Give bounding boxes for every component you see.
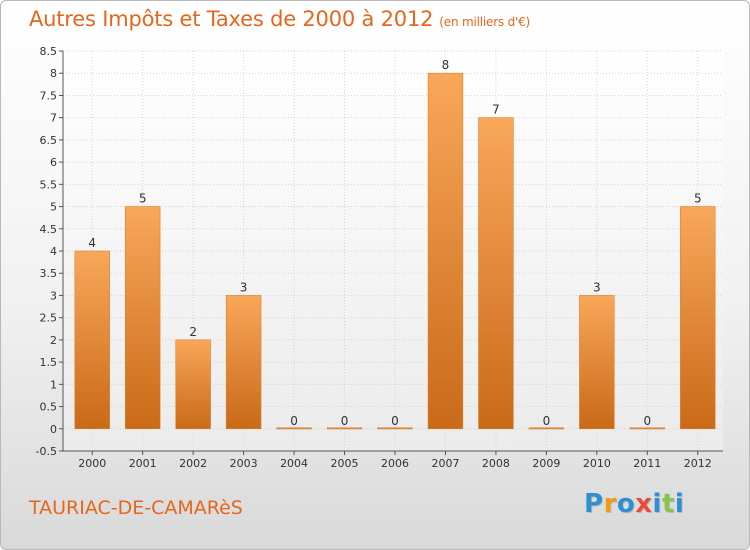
data-label: 0 bbox=[391, 414, 399, 428]
y-tick-label: 0 bbox=[50, 423, 57, 436]
bar bbox=[326, 427, 363, 430]
x-tick-label: 2008 bbox=[482, 457, 510, 470]
data-label: 5 bbox=[694, 192, 702, 206]
grid-lines bbox=[63, 50, 723, 452]
x-tick-label: 2005 bbox=[331, 457, 359, 470]
y-tick-label: 6.5 bbox=[40, 134, 58, 147]
bar bbox=[124, 206, 161, 430]
x-tick-label: 2000 bbox=[78, 457, 106, 470]
x-tick-label: 2004 bbox=[280, 457, 308, 470]
bar bbox=[175, 339, 211, 430]
logo-letter: r bbox=[603, 489, 617, 519]
y-tick-label: 3 bbox=[50, 289, 57, 302]
y-tick-label: 8 bbox=[50, 67, 57, 80]
y-tick-label: 3.5 bbox=[40, 267, 58, 280]
data-label: 7 bbox=[492, 103, 500, 117]
x-tick-label: 2012 bbox=[684, 457, 712, 470]
proxiti-logo: Proxiti bbox=[584, 489, 684, 519]
x-tick-label: 2007 bbox=[431, 457, 459, 470]
y-tick-label: 8.5 bbox=[40, 45, 58, 58]
y-tick-label: 2.5 bbox=[40, 312, 58, 325]
y-tick-label: 1.5 bbox=[40, 356, 58, 369]
y-tick-label: 2 bbox=[50, 334, 57, 347]
x-tick-label: 2003 bbox=[230, 457, 258, 470]
bar bbox=[579, 295, 615, 430]
chart-title-text: Autres Impôts et Taxes de 2000 à 2012 bbox=[29, 7, 434, 31]
bar bbox=[528, 427, 565, 430]
axes: -0.5 0 0.5 1 1.5 2 2.5 3 3.5 4 4.5 5 5.5 6 6.5 7 7.5 8 8.5… bbox=[36, 45, 723, 470]
bar bbox=[377, 427, 413, 430]
x-tick-label: 2011 bbox=[633, 457, 661, 470]
data-label: 0 bbox=[543, 414, 551, 428]
chart-title: Autres Impôts et Taxes de 2000 à 2012 (en… bbox=[29, 7, 530, 31]
data-label: 8 bbox=[442, 58, 450, 72]
data-label: 0 bbox=[341, 414, 349, 428]
logo-letter: o bbox=[616, 489, 636, 519]
data-labels: 4 5 2 3 0 0 0 8 7 0 3 0 5 bbox=[88, 58, 701, 428]
x-tick-label: 2010 bbox=[583, 457, 611, 470]
bar bbox=[427, 72, 464, 430]
logo-letter: i bbox=[674, 489, 685, 519]
y-tick-label: -0.5 bbox=[36, 445, 57, 458]
bar bbox=[276, 427, 312, 430]
y-tick-label: 4.5 bbox=[40, 223, 58, 236]
bar bbox=[478, 117, 514, 430]
bar bbox=[629, 427, 666, 430]
logo-letter: x bbox=[635, 489, 653, 519]
x-tick-label: 2002 bbox=[179, 457, 207, 470]
x-tick-label: 2006 bbox=[381, 457, 409, 470]
bar bbox=[680, 206, 716, 430]
data-label: 3 bbox=[240, 280, 248, 294]
town-name: TAURIAC-DE-CAMARèS bbox=[29, 497, 243, 519]
data-label: 3 bbox=[593, 280, 601, 294]
y-tick-label: 6 bbox=[50, 156, 57, 169]
data-label: 4 bbox=[88, 236, 96, 250]
y-tick-label: 5 bbox=[50, 201, 57, 214]
logo-letter: i bbox=[652, 489, 662, 519]
y-tick-label: 1 bbox=[50, 378, 57, 391]
y-tick-label: 4 bbox=[50, 245, 57, 258]
bar bbox=[225, 295, 262, 430]
y-tick-label: 7 bbox=[50, 112, 57, 125]
data-label: 2 bbox=[189, 325, 197, 339]
data-label: 0 bbox=[643, 414, 651, 428]
logo-letter: P bbox=[584, 489, 604, 519]
logo-letter: t bbox=[661, 489, 675, 519]
bar bbox=[74, 250, 110, 430]
data-label: 0 bbox=[290, 414, 298, 428]
y-tick-label: 0.5 bbox=[40, 401, 58, 414]
chart-subtitle: (en milliers d'€) bbox=[439, 15, 531, 29]
y-tick-label: 5.5 bbox=[40, 178, 58, 191]
x-tick-label: 2001 bbox=[129, 457, 157, 470]
bars bbox=[74, 72, 716, 430]
data-label: 5 bbox=[139, 192, 147, 206]
x-tick-label: 2009 bbox=[532, 457, 560, 470]
y-tick-label: 7.5 bbox=[40, 89, 58, 102]
